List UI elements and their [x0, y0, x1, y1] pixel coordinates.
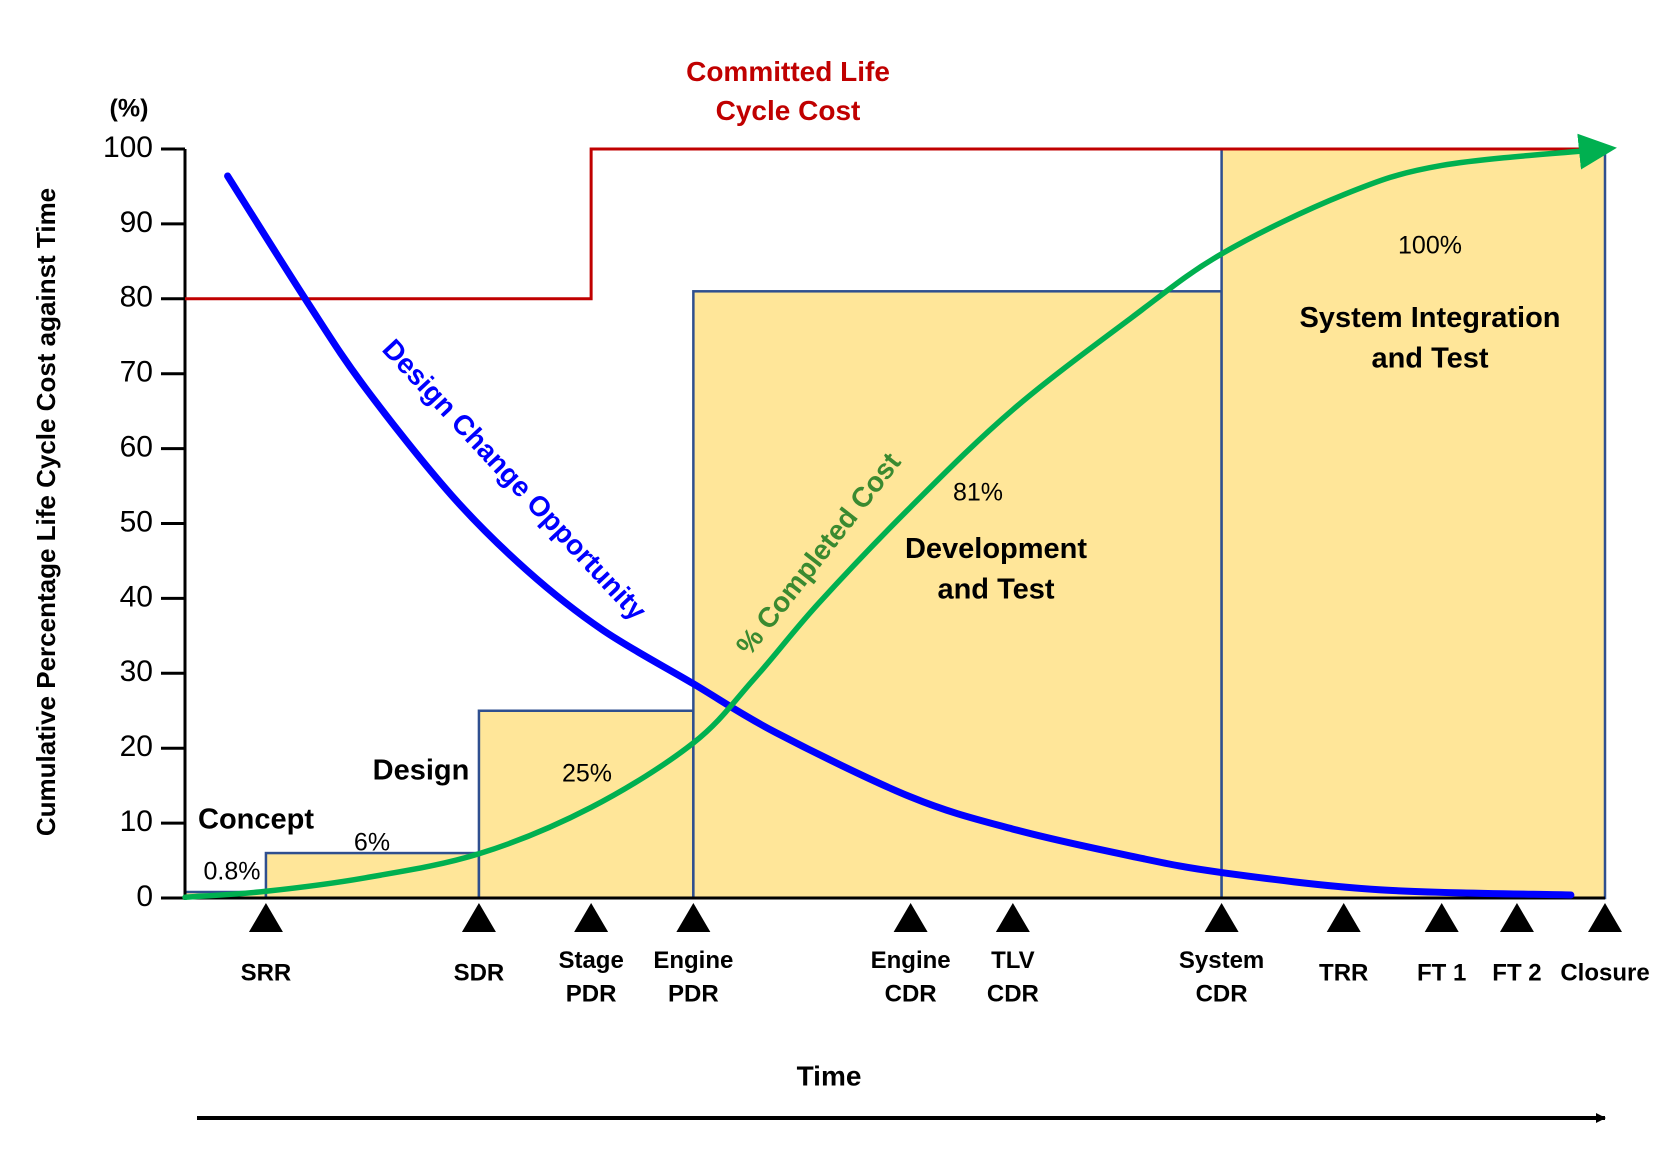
y-tick-label: 0 — [136, 880, 153, 913]
value-label: 100% — [1398, 232, 1462, 260]
y-axis-unit: (%) — [110, 95, 149, 123]
milestone-marker — [1424, 903, 1459, 932]
milestone-label: SRR — [241, 959, 292, 986]
milestone-marker — [676, 903, 711, 932]
milestone-marker — [461, 903, 496, 932]
y-tick-label: 10 — [120, 805, 153, 838]
y-tick-label: 70 — [120, 356, 153, 389]
series-label: Design Change Opportunity — [376, 333, 653, 626]
phase-label: System Integration and Test — [1299, 302, 1560, 375]
phase-bar — [477, 709, 695, 900]
phase-label: Concept — [198, 804, 314, 836]
y-tick-label: 80 — [120, 281, 153, 314]
series-line — [224, 172, 1575, 899]
series-line — [185, 147, 1605, 301]
y-tick-label: 90 — [120, 206, 153, 239]
milestone-marker — [893, 903, 928, 932]
y-tick-label: 60 — [120, 431, 153, 464]
milestone-label: System CDR — [1179, 947, 1264, 1008]
milestone-label: SDR — [454, 959, 505, 986]
milestone-label: Closure — [1560, 959, 1649, 986]
y-tick-label: 20 — [120, 730, 153, 763]
milestone-label: FT 1 — [1417, 959, 1466, 986]
milestone-marker — [1204, 903, 1239, 932]
phase-label: Design — [373, 755, 470, 787]
x-axis-title: Time — [797, 1060, 862, 1091]
series-line — [182, 133, 1617, 901]
milestone-marker — [1326, 903, 1361, 932]
milestone-label: TLV CDR — [987, 947, 1039, 1008]
y-tick-label: 40 — [120, 580, 153, 613]
milestone-marker — [1499, 903, 1534, 932]
milestone-label: Engine PDR — [653, 947, 733, 1008]
value-label: 6% — [354, 829, 390, 857]
series-label: Committed Life Cycle Cost — [686, 56, 890, 126]
phase-bar — [1220, 147, 1607, 900]
milestone-marker — [248, 903, 283, 932]
value-label: 0.8% — [204, 858, 261, 886]
milestone-marker — [995, 903, 1030, 932]
milestone-label: Stage PDR — [558, 947, 623, 1008]
phase-label: Development and Test — [905, 533, 1087, 606]
milestone-label: FT 2 — [1492, 959, 1541, 986]
y-axis-title: Cumulative Percentage Life Cycle Cost ag… — [31, 188, 61, 836]
value-label: 25% — [562, 760, 612, 788]
milestone-label: TRR — [1319, 959, 1368, 986]
value-label: 81% — [953, 479, 1003, 507]
y-tick-label: 50 — [120, 505, 153, 538]
milestone-marker — [574, 903, 609, 932]
y-tick-label: 30 — [120, 655, 153, 688]
milestone-label: Engine CDR — [871, 947, 951, 1008]
y-tick-label: 100 — [103, 131, 153, 164]
milestone-marker — [1588, 903, 1622, 932]
